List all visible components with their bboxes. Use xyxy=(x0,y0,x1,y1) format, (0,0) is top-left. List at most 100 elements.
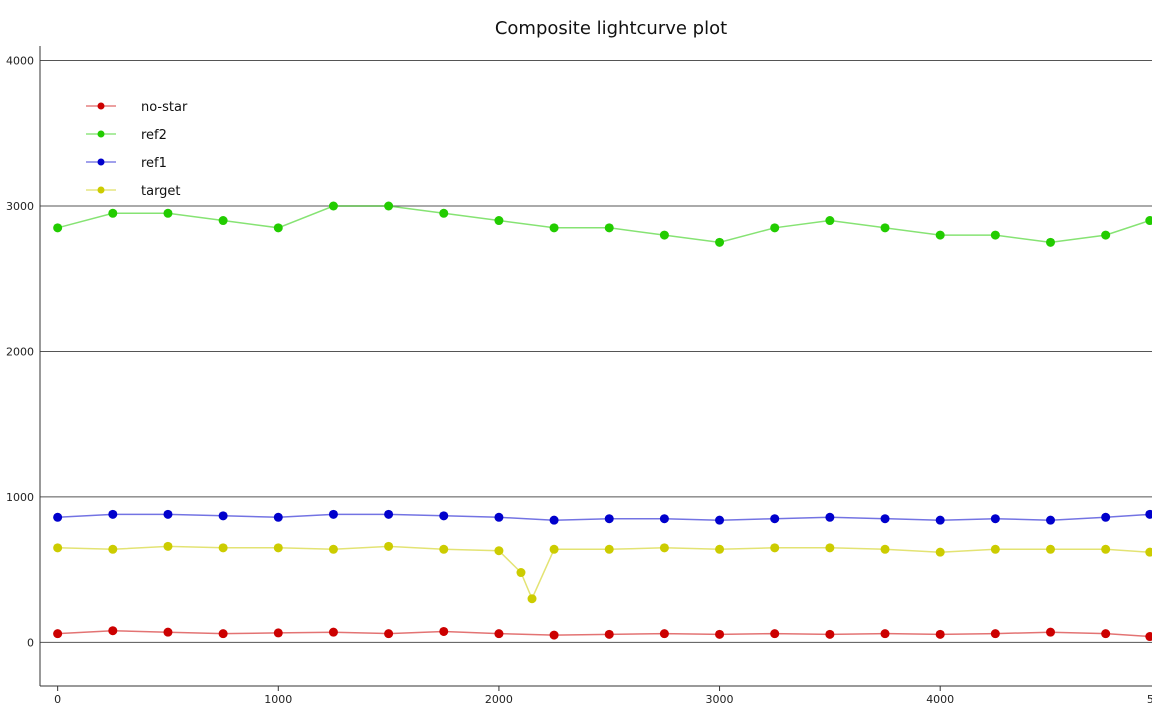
data-point-no-star xyxy=(1046,627,1056,637)
data-point-target xyxy=(990,544,1000,554)
data-point-target xyxy=(163,541,173,551)
data-point-ref2 xyxy=(825,216,835,226)
y-tick-label: 4000 xyxy=(6,55,34,68)
series-target xyxy=(53,541,1152,604)
data-point-target xyxy=(935,547,945,557)
data-point-ref1 xyxy=(990,514,1000,524)
data-point-ref1 xyxy=(715,515,725,525)
data-point-ref2 xyxy=(439,208,449,218)
data-point-no-star xyxy=(825,629,835,639)
data-point-ref2 xyxy=(328,201,338,211)
data-point-ref2 xyxy=(770,223,780,233)
data-point-target xyxy=(439,544,449,554)
data-point-target xyxy=(527,594,537,604)
data-point-no-star xyxy=(53,629,63,639)
legend-label-ref2: ref2 xyxy=(141,128,167,143)
data-point-no-star xyxy=(163,627,173,637)
x-tick-label: 4000 xyxy=(926,693,954,706)
legend: no-star ref2 ref1 target xyxy=(86,100,188,199)
data-point-target xyxy=(1145,547,1152,557)
data-point-ref2 xyxy=(1145,216,1152,226)
data-point-target xyxy=(494,546,504,556)
legend-marker-ref1 xyxy=(97,158,105,166)
data-point-target xyxy=(108,544,118,554)
x-tick-label: 5000 xyxy=(1147,693,1152,706)
data-point-ref1 xyxy=(494,512,504,522)
data-point-no-star xyxy=(108,626,118,636)
data-point-ref2 xyxy=(935,230,945,240)
data-point-ref1 xyxy=(880,514,890,524)
data-point-ref2 xyxy=(384,201,394,211)
series-layer xyxy=(53,201,1152,642)
data-point-target xyxy=(1046,544,1056,554)
series-line-target xyxy=(57,545,1150,601)
data-point-no-star xyxy=(659,629,669,639)
data-point-ref1 xyxy=(439,511,449,521)
data-point-ref2 xyxy=(1046,237,1056,247)
data-point-target xyxy=(604,544,614,554)
data-point-ref2 xyxy=(604,223,614,233)
legend-item-ref2: ref2 xyxy=(86,128,167,143)
data-point-target xyxy=(880,544,890,554)
data-point-no-star xyxy=(990,629,1000,639)
data-point-ref1 xyxy=(604,514,614,524)
legend-marker-no-star xyxy=(97,102,105,110)
y-tick-label: 2000 xyxy=(6,345,34,358)
data-point-ref1 xyxy=(108,509,118,519)
data-point-ref2 xyxy=(990,230,1000,240)
data-point-no-star xyxy=(549,630,559,640)
data-point-ref1 xyxy=(163,509,173,519)
data-point-ref2 xyxy=(494,216,504,226)
data-point-no-star xyxy=(384,629,394,639)
legend-item-target: target xyxy=(86,184,181,199)
data-point-ref2 xyxy=(715,237,725,247)
data-point-target xyxy=(218,543,228,553)
data-point-no-star xyxy=(715,629,725,639)
data-point-target xyxy=(659,543,669,553)
data-point-target xyxy=(770,543,780,553)
data-point-ref1 xyxy=(384,509,394,519)
axes: 0 1000 2000 3000 4000 0 1000 2000 3000 4000 5000 xyxy=(6,46,1152,706)
series-ref1 xyxy=(53,509,1152,525)
legend-label-ref1: ref1 xyxy=(141,156,167,171)
x-tick-label: 3000 xyxy=(706,693,734,706)
data-point-no-star xyxy=(494,629,504,639)
data-point-target xyxy=(53,543,63,553)
legend-label-target: target xyxy=(141,184,181,199)
data-point-no-star xyxy=(439,626,449,636)
data-point-target xyxy=(328,544,338,554)
legend-marker-ref2 xyxy=(97,130,105,138)
data-point-ref2 xyxy=(163,208,173,218)
data-point-ref2 xyxy=(880,223,890,233)
data-point-ref2 xyxy=(108,208,118,218)
legend-item-ref1: ref1 xyxy=(86,156,167,171)
grid-lines xyxy=(40,60,1152,643)
legend-label-no-star: no-star xyxy=(141,100,188,115)
data-point-no-star xyxy=(218,629,228,639)
data-point-no-star xyxy=(273,628,283,638)
data-point-ref1 xyxy=(825,512,835,522)
data-point-ref1 xyxy=(659,514,669,524)
data-point-target xyxy=(516,568,526,578)
data-point-ref1 xyxy=(1145,509,1152,519)
data-point-target xyxy=(273,543,283,553)
data-point-no-star xyxy=(770,629,780,639)
data-point-ref2 xyxy=(218,216,228,226)
data-point-ref1 xyxy=(1101,512,1111,522)
data-point-no-star xyxy=(328,627,338,637)
data-point-no-star xyxy=(1145,632,1152,642)
data-point-ref2 xyxy=(53,223,63,233)
data-point-ref2 xyxy=(549,223,559,233)
data-point-ref1 xyxy=(549,515,559,525)
data-point-no-star xyxy=(935,629,945,639)
y-tick-label: 3000 xyxy=(6,200,34,213)
x-tick-label: 0 xyxy=(54,693,61,706)
data-point-ref1 xyxy=(935,515,945,525)
data-point-ref1 xyxy=(218,511,228,521)
data-point-target xyxy=(384,541,394,551)
data-point-no-star xyxy=(604,629,614,639)
x-tick-label: 1000 xyxy=(264,693,292,706)
legend-marker-target xyxy=(97,186,105,194)
x-tick-label: 2000 xyxy=(485,693,513,706)
data-point-target xyxy=(1101,544,1111,554)
